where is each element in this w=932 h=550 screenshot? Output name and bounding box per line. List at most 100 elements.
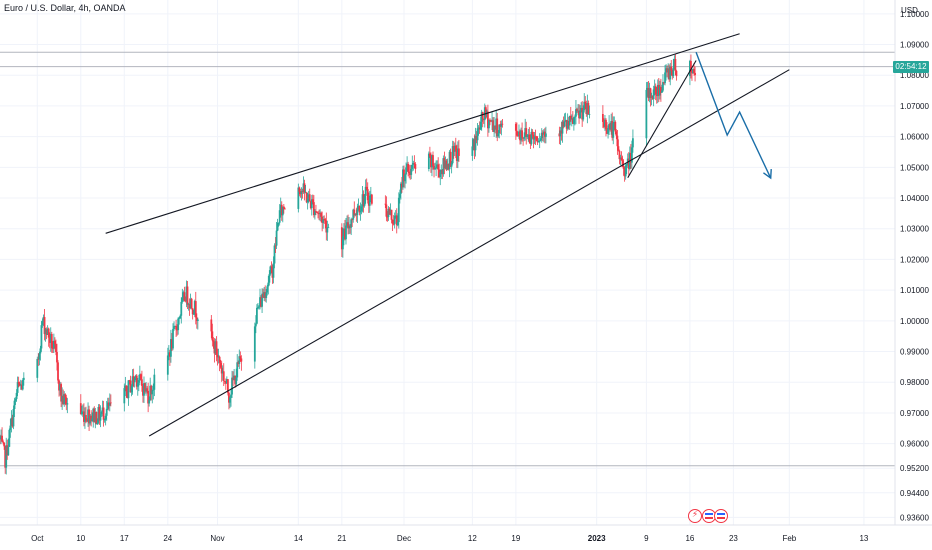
candle-body [441, 169, 444, 175]
projection-path[interactable] [695, 51, 772, 179]
candle-down [655, 87, 658, 104]
candle-up [572, 116, 575, 131]
candle-body [146, 388, 148, 391]
candle-body [238, 356, 241, 364]
candle-down [347, 214, 349, 235]
candle-body [271, 266, 274, 278]
candle-down [649, 87, 652, 107]
candle-body [516, 130, 518, 136]
candle-body [105, 408, 108, 416]
candle-down [2, 439, 5, 445]
candle-body [571, 118, 574, 124]
candle-body [346, 222, 348, 226]
candle-up [253, 322, 256, 369]
lower-trendline[interactable] [148, 69, 790, 437]
candle-up [233, 368, 236, 381]
candle-up [397, 192, 400, 229]
candle-up [588, 105, 591, 119]
us-flag-icon[interactable] [714, 509, 728, 523]
y-tick-label: 0.99000 [900, 348, 929, 357]
candle-up [302, 176, 305, 194]
candle-up [650, 92, 653, 106]
candle-body [99, 414, 102, 421]
candle-body [213, 341, 216, 354]
candle-up [389, 203, 392, 216]
candle-up [231, 370, 233, 398]
y-tick-label: 1.01000 [900, 286, 929, 295]
candle-body [259, 297, 261, 307]
candle-down [618, 149, 621, 165]
candle-body [184, 300, 187, 302]
candle-body [132, 376, 135, 383]
candle-body [472, 139, 475, 147]
candle-down [237, 360, 240, 367]
y-tick-label: 1.07000 [900, 102, 929, 111]
candle-up [180, 297, 183, 324]
candle-up [61, 387, 64, 410]
candle-body [570, 118, 573, 120]
candle-down [437, 157, 440, 178]
candle-body [529, 140, 532, 144]
candle-down [384, 195, 387, 209]
candle-up [221, 365, 224, 381]
price-axis[interactable]: 1.10000 1.09000 1.08000 1.07000 1.06000 1.050… [900, 10, 929, 523]
candle-body [446, 163, 449, 170]
candle-body [49, 333, 52, 343]
candle-body [619, 157, 622, 160]
candle-body [89, 415, 92, 424]
candle-body [648, 88, 651, 99]
time-axis[interactable]: Oct 10 17 24 Nov 14 21 Dec 12 19 2023 9 16 23 Feb 13 [31, 534, 869, 543]
candle-down [578, 104, 580, 124]
y-tick-label: 0.96000 [900, 440, 929, 449]
y-tick-label: 1.03000 [900, 225, 929, 234]
candle-down [126, 385, 129, 399]
candle-body [14, 399, 17, 401]
upper-trendline[interactable] [105, 33, 740, 234]
candle-body [166, 355, 169, 375]
candle-down [43, 308, 46, 341]
candle-body [142, 385, 144, 396]
candle-down [541, 130, 544, 142]
candle-up [80, 405, 83, 416]
lightning-icon[interactable]: ⚡ [688, 509, 702, 523]
x-tick-label: 13 [859, 534, 868, 543]
candle-body [260, 297, 262, 307]
candle-up [352, 208, 355, 223]
candle-body [211, 331, 214, 341]
candle-up [346, 215, 348, 228]
candle-body [658, 86, 661, 96]
candle-down [283, 207, 286, 210]
candle-body [397, 197, 400, 223]
candle-body [265, 292, 268, 299]
trendline-drawings[interactable] [105, 33, 790, 437]
candle-down [528, 127, 531, 144]
candle-body [433, 165, 435, 170]
candle-body [542, 131, 545, 135]
candle-body [526, 135, 529, 138]
candle-body [279, 204, 282, 211]
candle-body [83, 411, 85, 422]
candle-body [225, 379, 228, 384]
candle-body [584, 101, 587, 104]
candle-body [440, 169, 443, 173]
candle-up [497, 130, 500, 138]
candle-body [434, 167, 436, 170]
candle-body [275, 230, 278, 246]
candle-body [651, 95, 654, 100]
candle-up [217, 348, 220, 364]
candle-down [211, 323, 214, 347]
candle-body [478, 127, 481, 130]
candle-up [451, 140, 454, 165]
candle-down [671, 69, 674, 80]
steep-trendline[interactable] [627, 60, 697, 179]
candle-body [452, 146, 455, 152]
candle-down [657, 77, 660, 103]
candle-up [21, 378, 24, 391]
candle-up [255, 304, 258, 325]
candle-up [568, 115, 571, 131]
candle-body [395, 215, 398, 226]
candle-body [310, 199, 313, 209]
symbol-title[interactable]: Euro / U.S. Dollar, 4h, OANDA [4, 3, 126, 13]
candle-down [190, 297, 193, 310]
